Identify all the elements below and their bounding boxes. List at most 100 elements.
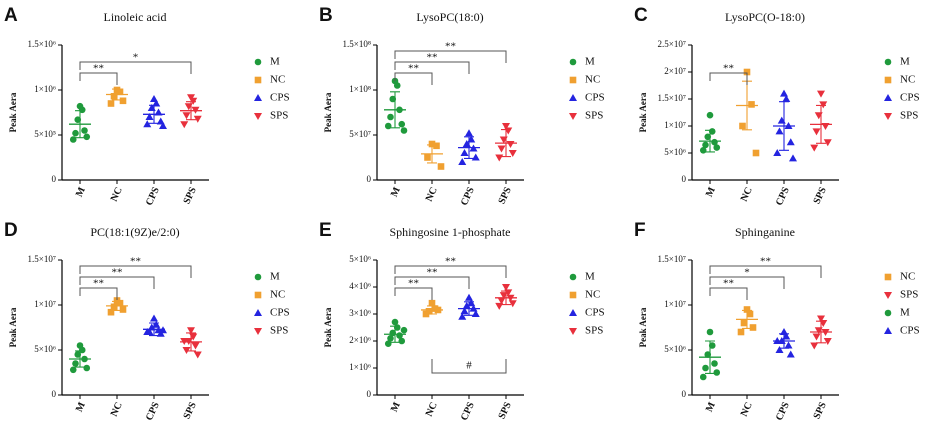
x-tick-label: NC — [739, 401, 755, 419]
legend-label: NC — [270, 74, 285, 86]
point — [740, 319, 748, 327]
panel-letter: A — [4, 5, 18, 26]
point — [569, 113, 577, 120]
significance-bracket — [394, 287, 433, 300]
point — [812, 333, 821, 341]
significance-bracket — [394, 61, 470, 74]
point — [884, 327, 892, 334]
x-tick-label: NC — [424, 186, 440, 204]
point — [458, 312, 467, 320]
point — [743, 68, 751, 76]
y-tick-label: 1×10⁷ — [664, 299, 686, 309]
point — [569, 58, 577, 66]
y-tick-label: 5×10⁶ — [664, 147, 686, 157]
point — [400, 127, 408, 134]
point — [502, 284, 510, 291]
point — [706, 328, 714, 336]
significance-bracket — [394, 276, 470, 289]
point — [182, 112, 191, 120]
y-axis-label: Peak Aera — [8, 92, 18, 132]
legend-label: CPS — [585, 92, 605, 104]
point — [72, 129, 79, 137]
x-tick-label: CPS — [144, 185, 162, 207]
x-tick-label: M — [389, 400, 403, 414]
panel-letter: C — [634, 5, 648, 26]
point — [819, 101, 828, 109]
point — [713, 369, 721, 376]
legend-label: CPS — [270, 92, 290, 104]
y-tick-label: 0 — [52, 389, 57, 399]
point — [107, 308, 115, 316]
error-bar — [501, 129, 511, 158]
significance-bracket — [79, 61, 192, 74]
point — [81, 127, 88, 134]
point — [497, 145, 506, 153]
significance-bracket — [79, 276, 155, 289]
error-bar — [75, 110, 85, 139]
y-tick-label: 0 — [682, 174, 687, 184]
x-tick-label: SPS — [812, 185, 829, 206]
point — [458, 158, 467, 165]
legend-label: SPS — [270, 110, 288, 122]
point — [422, 310, 430, 318]
y-axis-label: Peak Aera — [638, 307, 648, 347]
legend-label: CPS — [900, 325, 920, 337]
error-bar — [112, 300, 122, 311]
point — [743, 306, 751, 313]
y-tick-label: 1.5×10⁷ — [658, 93, 686, 103]
y-axis-label: Peak Aera — [8, 307, 18, 347]
significance-bracket — [79, 287, 118, 300]
chart-title: Linoleic acid — [104, 10, 167, 24]
point — [156, 329, 165, 337]
error-bar — [464, 301, 474, 316]
point — [739, 122, 746, 130]
point — [465, 293, 473, 301]
significance-bracket — [431, 359, 507, 374]
x-tick-label: SPS — [497, 185, 514, 206]
error-bar — [816, 320, 826, 344]
panel-letter: D — [4, 220, 18, 241]
point — [193, 115, 202, 123]
point — [254, 328, 262, 335]
point — [69, 136, 77, 143]
y-tick-label: 1×10⁷ — [34, 299, 56, 309]
y-tick-label: 5×10⁶ — [34, 344, 56, 354]
error-bar — [186, 101, 196, 121]
point — [810, 144, 819, 152]
point — [884, 58, 892, 66]
x-tick-label: CPS — [774, 185, 792, 207]
error-bar — [149, 322, 159, 337]
x-tick-label: M — [704, 400, 718, 414]
x-tick-label: M — [74, 185, 88, 199]
point — [706, 111, 714, 119]
point — [508, 150, 517, 157]
point — [812, 128, 821, 136]
point — [254, 291, 262, 299]
point — [110, 303, 118, 311]
point — [191, 342, 200, 350]
y-tick-label: 0 — [682, 389, 687, 399]
point — [254, 94, 262, 101]
x-tick-label: M — [704, 185, 718, 199]
point — [780, 89, 788, 97]
panel-letter: E — [319, 220, 332, 241]
point — [254, 58, 262, 66]
point — [143, 328, 152, 335]
point — [69, 366, 77, 374]
significance-bracket — [394, 50, 507, 63]
error-bar — [779, 333, 789, 349]
error-bar — [75, 350, 85, 368]
legend-label: SPS — [900, 289, 918, 301]
legend-label: CPS — [900, 92, 920, 104]
x-tick-label: M — [74, 400, 88, 414]
point — [502, 123, 510, 130]
y-axis-label: Peak Aera — [323, 92, 333, 132]
chart-title: Sphingosine 1-phosphate — [390, 225, 511, 239]
point — [254, 309, 262, 316]
point — [752, 149, 760, 157]
error-bar — [464, 136, 474, 159]
significance-label: ** — [723, 63, 734, 75]
error-bar — [390, 91, 400, 129]
point — [119, 306, 127, 313]
